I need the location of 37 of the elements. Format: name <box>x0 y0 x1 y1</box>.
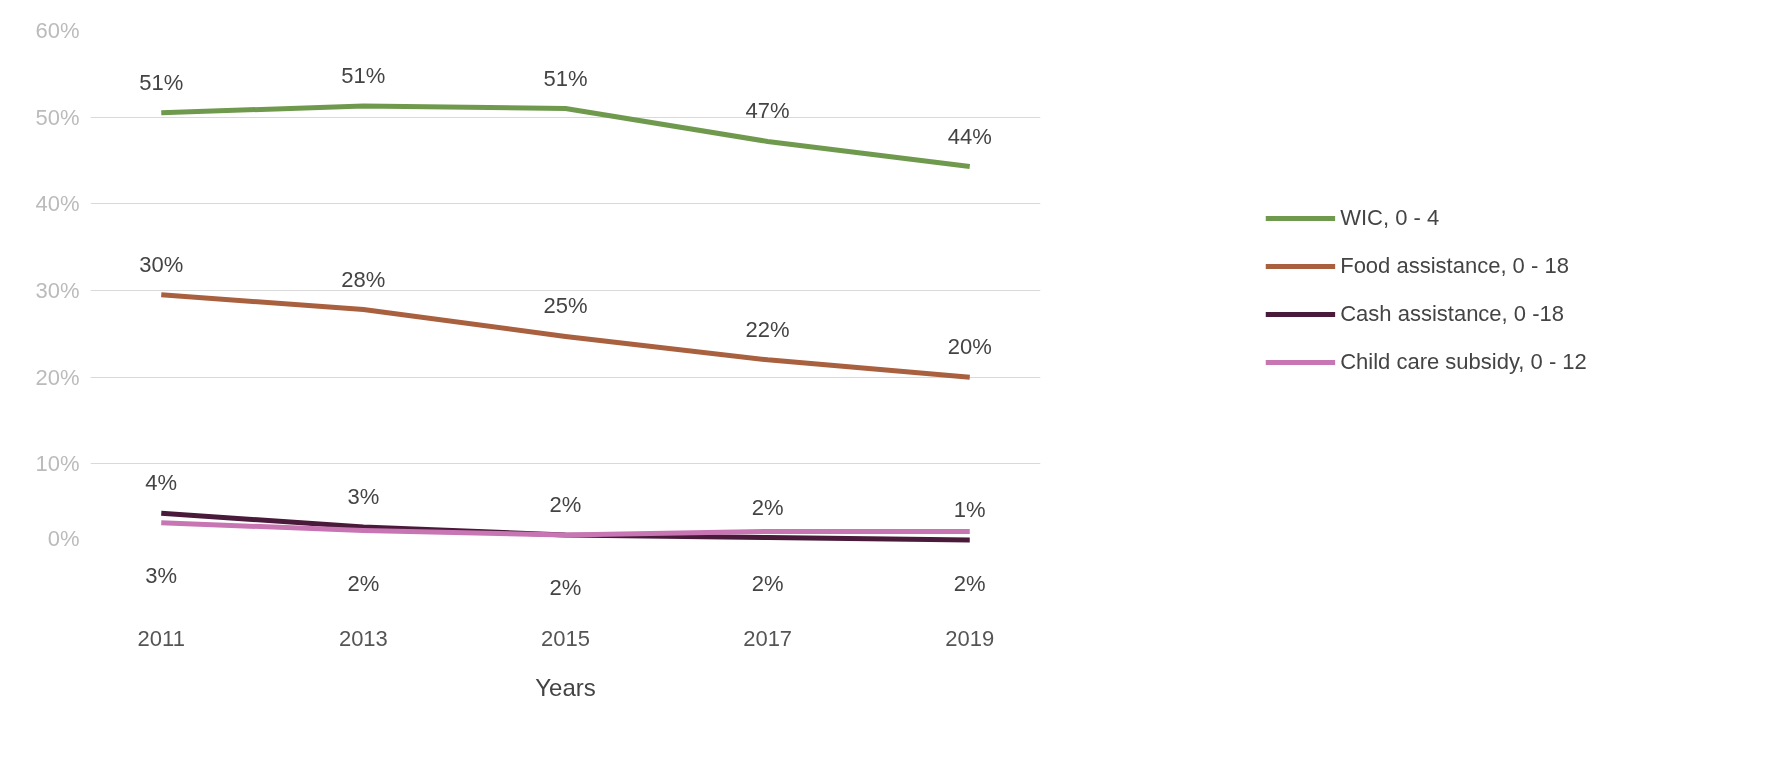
data-label: 20% <box>947 334 992 360</box>
legend-label: Child care subsidy, 0 - 12 <box>1340 349 1587 375</box>
data-label: 1% <box>953 497 986 523</box>
data-label: 2% <box>347 570 380 596</box>
x-tick-label: 2015 <box>541 625 590 651</box>
data-label: 25% <box>543 293 588 319</box>
data-label: 51% <box>341 62 386 88</box>
data-label: 3% <box>347 484 380 510</box>
data-label: 28% <box>341 266 386 292</box>
legend-label: Cash assistance, 0 -18 <box>1340 301 1564 327</box>
x-tick-label: 2019 <box>945 625 995 651</box>
data-label: 51% <box>543 65 588 91</box>
y-tick-label: 20% <box>35 364 80 390</box>
data-label: 47% <box>745 98 790 124</box>
y-tick-label: 60% <box>35 18 80 43</box>
data-label: 30% <box>139 251 184 277</box>
data-label: 44% <box>947 123 992 149</box>
x-tick-label: 2017 <box>743 625 793 651</box>
data-label: 2% <box>751 571 784 597</box>
x-tick-label: 2011 <box>137 625 185 651</box>
data-label: 2% <box>549 574 582 600</box>
data-label: 4% <box>145 470 178 496</box>
data-label: 3% <box>145 562 178 588</box>
data-label: 2% <box>953 571 986 597</box>
data-label: 22% <box>745 316 790 342</box>
x-axis-title: Years <box>535 673 596 701</box>
y-tick-label: 10% <box>35 451 80 477</box>
y-tick-label: 40% <box>35 191 80 217</box>
legend-label: WIC, 0 - 4 <box>1340 205 1440 231</box>
legend-label: Food assistance, 0 - 18 <box>1340 253 1569 279</box>
y-tick-label: 30% <box>35 278 80 303</box>
data-label: 51% <box>139 69 184 95</box>
data-label: 2% <box>751 494 784 520</box>
data-label: 2% <box>549 491 582 517</box>
y-tick-label: 0% <box>47 525 80 551</box>
x-tick-label: 2013 <box>338 625 388 651</box>
y-tick-label: 50% <box>35 104 80 130</box>
